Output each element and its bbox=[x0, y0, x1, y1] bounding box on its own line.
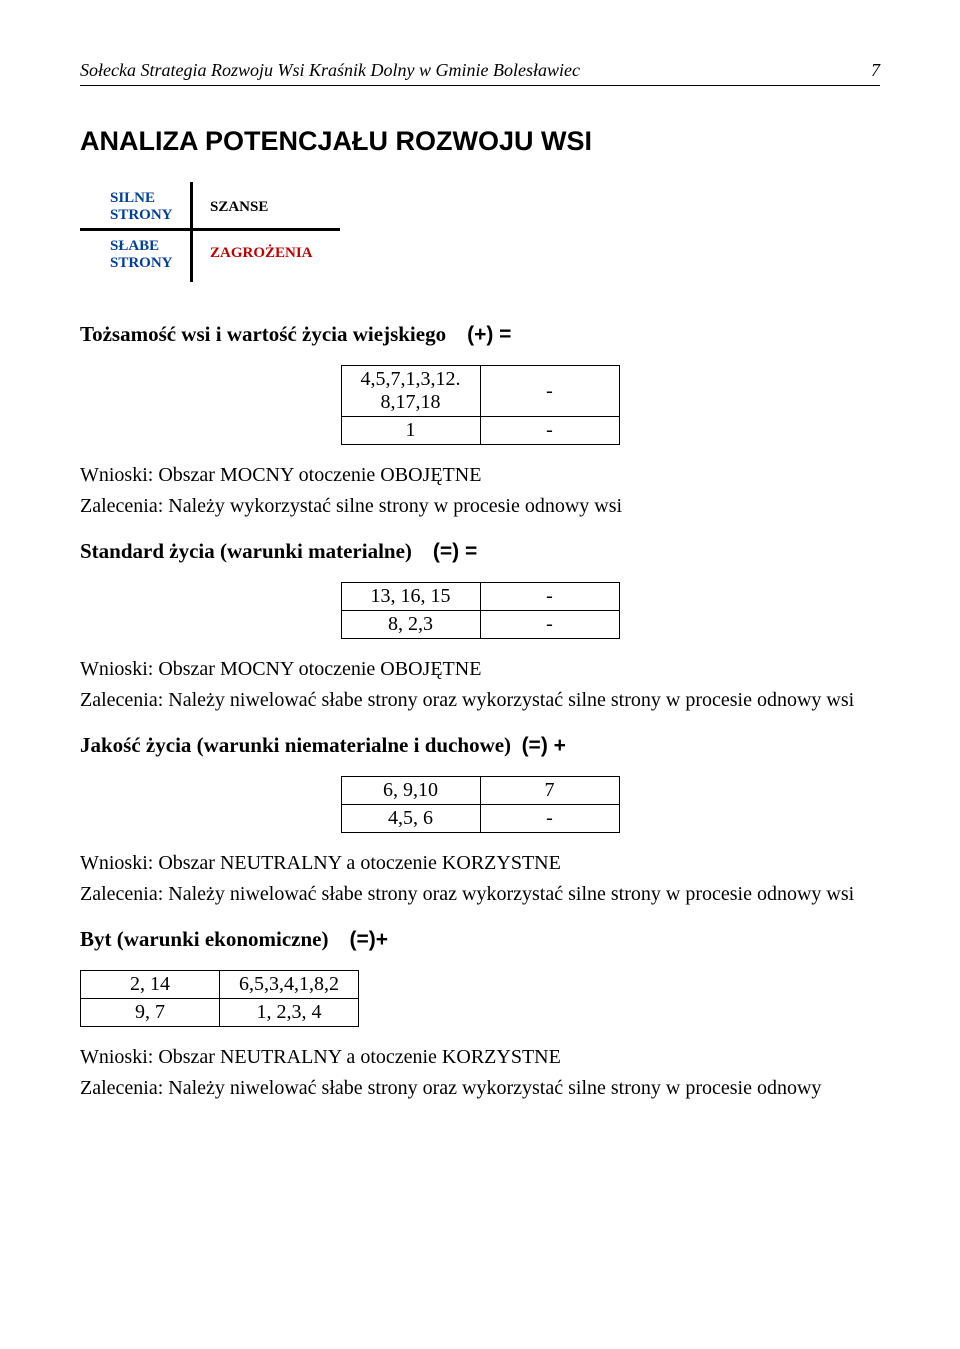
byt-table: 2, 14 6,5,3,4,1,8,2 9, 7 1, 2,3, 4 bbox=[80, 970, 359, 1027]
tozsamosc-zalecenia: Zalecenia: Należy wykorzystać silne stro… bbox=[80, 494, 880, 519]
cell: 4,5,7,1,3,12. 8,17,18 bbox=[341, 366, 480, 417]
jakosc-title-text: Jakość życia (warunki niematerialne i du… bbox=[80, 733, 511, 757]
tozsamosc-expression: (+) = bbox=[467, 323, 511, 346]
table-row: 8, 2,3 - bbox=[341, 611, 619, 639]
standard-wnioski: Wnioski: Obszar MOCNY otoczenie OBOJĘTNE bbox=[80, 657, 880, 682]
standard-title-text: Standard życia (warunki materialne) bbox=[80, 539, 412, 563]
main-title: ANALIZA POTENCJAŁU ROZWOJU WSI bbox=[80, 126, 880, 157]
cell: - bbox=[480, 611, 619, 639]
byt-title-text: Byt (warunki ekonomiczne) bbox=[80, 927, 329, 951]
section-jakosc-title: Jakość życia (warunki niematerialne i du… bbox=[80, 733, 880, 758]
cell: 6,5,3,4,1,8,2 bbox=[220, 971, 359, 999]
swot-horizontal-line bbox=[80, 228, 340, 231]
swot-szanse: SZANSE bbox=[210, 199, 268, 216]
byt-expression: (=)+ bbox=[350, 928, 389, 951]
jakosc-zalecenia: Zalecenia: Należy niwelować słabe strony… bbox=[80, 882, 880, 907]
tozsamosc-title-text: Tożsamość wsi i wartość życia wiejskiego bbox=[80, 322, 446, 346]
byt-wnioski: Wnioski: Obszar NEUTRALNY a otoczenie KO… bbox=[80, 1045, 880, 1070]
swot-silne-strony: SILNE STRONY bbox=[110, 190, 173, 223]
swot-zagrozenia: ZAGROŻENIA bbox=[210, 245, 313, 262]
cell: 1 bbox=[341, 417, 480, 445]
swot-slabe-strony: SŁABE STRONY bbox=[110, 238, 173, 271]
page: Sołecka Strategia Rozwoju Wsi Kraśnik Do… bbox=[0, 0, 960, 1147]
cell: 4,5, 6 bbox=[341, 805, 480, 833]
table-row: 6, 9,10 7 bbox=[341, 777, 619, 805]
cell: - bbox=[480, 417, 619, 445]
standard-expression: (=) = bbox=[433, 540, 477, 563]
section-tozsamosc-title: Tożsamość wsi i wartość życia wiejskiego… bbox=[80, 322, 880, 347]
section-standard-title: Standard życia (warunki materialne) (=) … bbox=[80, 539, 880, 564]
table-row: 2, 14 6,5,3,4,1,8,2 bbox=[81, 971, 359, 999]
swot-diagram: SILNE STRONY SZANSE SŁABE STRONY ZAGROŻE… bbox=[80, 182, 340, 282]
standard-zalecenia: Zalecenia: Należy niwelować słabe strony… bbox=[80, 688, 880, 713]
cell: 2, 14 bbox=[81, 971, 220, 999]
tozsamosc-table: 4,5,7,1,3,12. 8,17,18 - 1 - bbox=[341, 365, 620, 445]
table-row: 1 - bbox=[341, 417, 619, 445]
cell: 7 bbox=[480, 777, 619, 805]
cell: 1, 2,3, 4 bbox=[220, 999, 359, 1027]
cell: - bbox=[480, 583, 619, 611]
table-row: 4,5,7,1,3,12. 8,17,18 - bbox=[341, 366, 619, 417]
running-header: Sołecka Strategia Rozwoju Wsi Kraśnik Do… bbox=[80, 60, 880, 81]
cell: - bbox=[480, 805, 619, 833]
table-row: 9, 7 1, 2,3, 4 bbox=[81, 999, 359, 1027]
table-row: 13, 16, 15 - bbox=[341, 583, 619, 611]
header-divider bbox=[80, 85, 880, 86]
cell: 13, 16, 15 bbox=[341, 583, 480, 611]
section-byt-title: Byt (warunki ekonomiczne) (=)+ bbox=[80, 927, 880, 952]
cell: 8, 2,3 bbox=[341, 611, 480, 639]
table-row: 4,5, 6 - bbox=[341, 805, 619, 833]
jakosc-expression: (=) + bbox=[522, 734, 566, 757]
swot-vertical-line bbox=[190, 182, 193, 282]
page-number: 7 bbox=[871, 60, 880, 81]
cell: 6, 9,10 bbox=[341, 777, 480, 805]
byt-zalecenia: Zalecenia: Należy niwelować słabe strony… bbox=[80, 1076, 880, 1101]
cell: 9, 7 bbox=[81, 999, 220, 1027]
jakosc-wnioski: Wnioski: Obszar NEUTRALNY a otoczenie KO… bbox=[80, 851, 880, 876]
standard-table: 13, 16, 15 - 8, 2,3 - bbox=[341, 582, 620, 639]
tozsamosc-wnioski: Wnioski: Obszar MOCNY otoczenie OBOJĘTNE bbox=[80, 463, 880, 488]
jakosc-table: 6, 9,10 7 4,5, 6 - bbox=[341, 776, 620, 833]
header-title: Sołecka Strategia Rozwoju Wsi Kraśnik Do… bbox=[80, 60, 580, 81]
cell: - bbox=[480, 366, 619, 417]
